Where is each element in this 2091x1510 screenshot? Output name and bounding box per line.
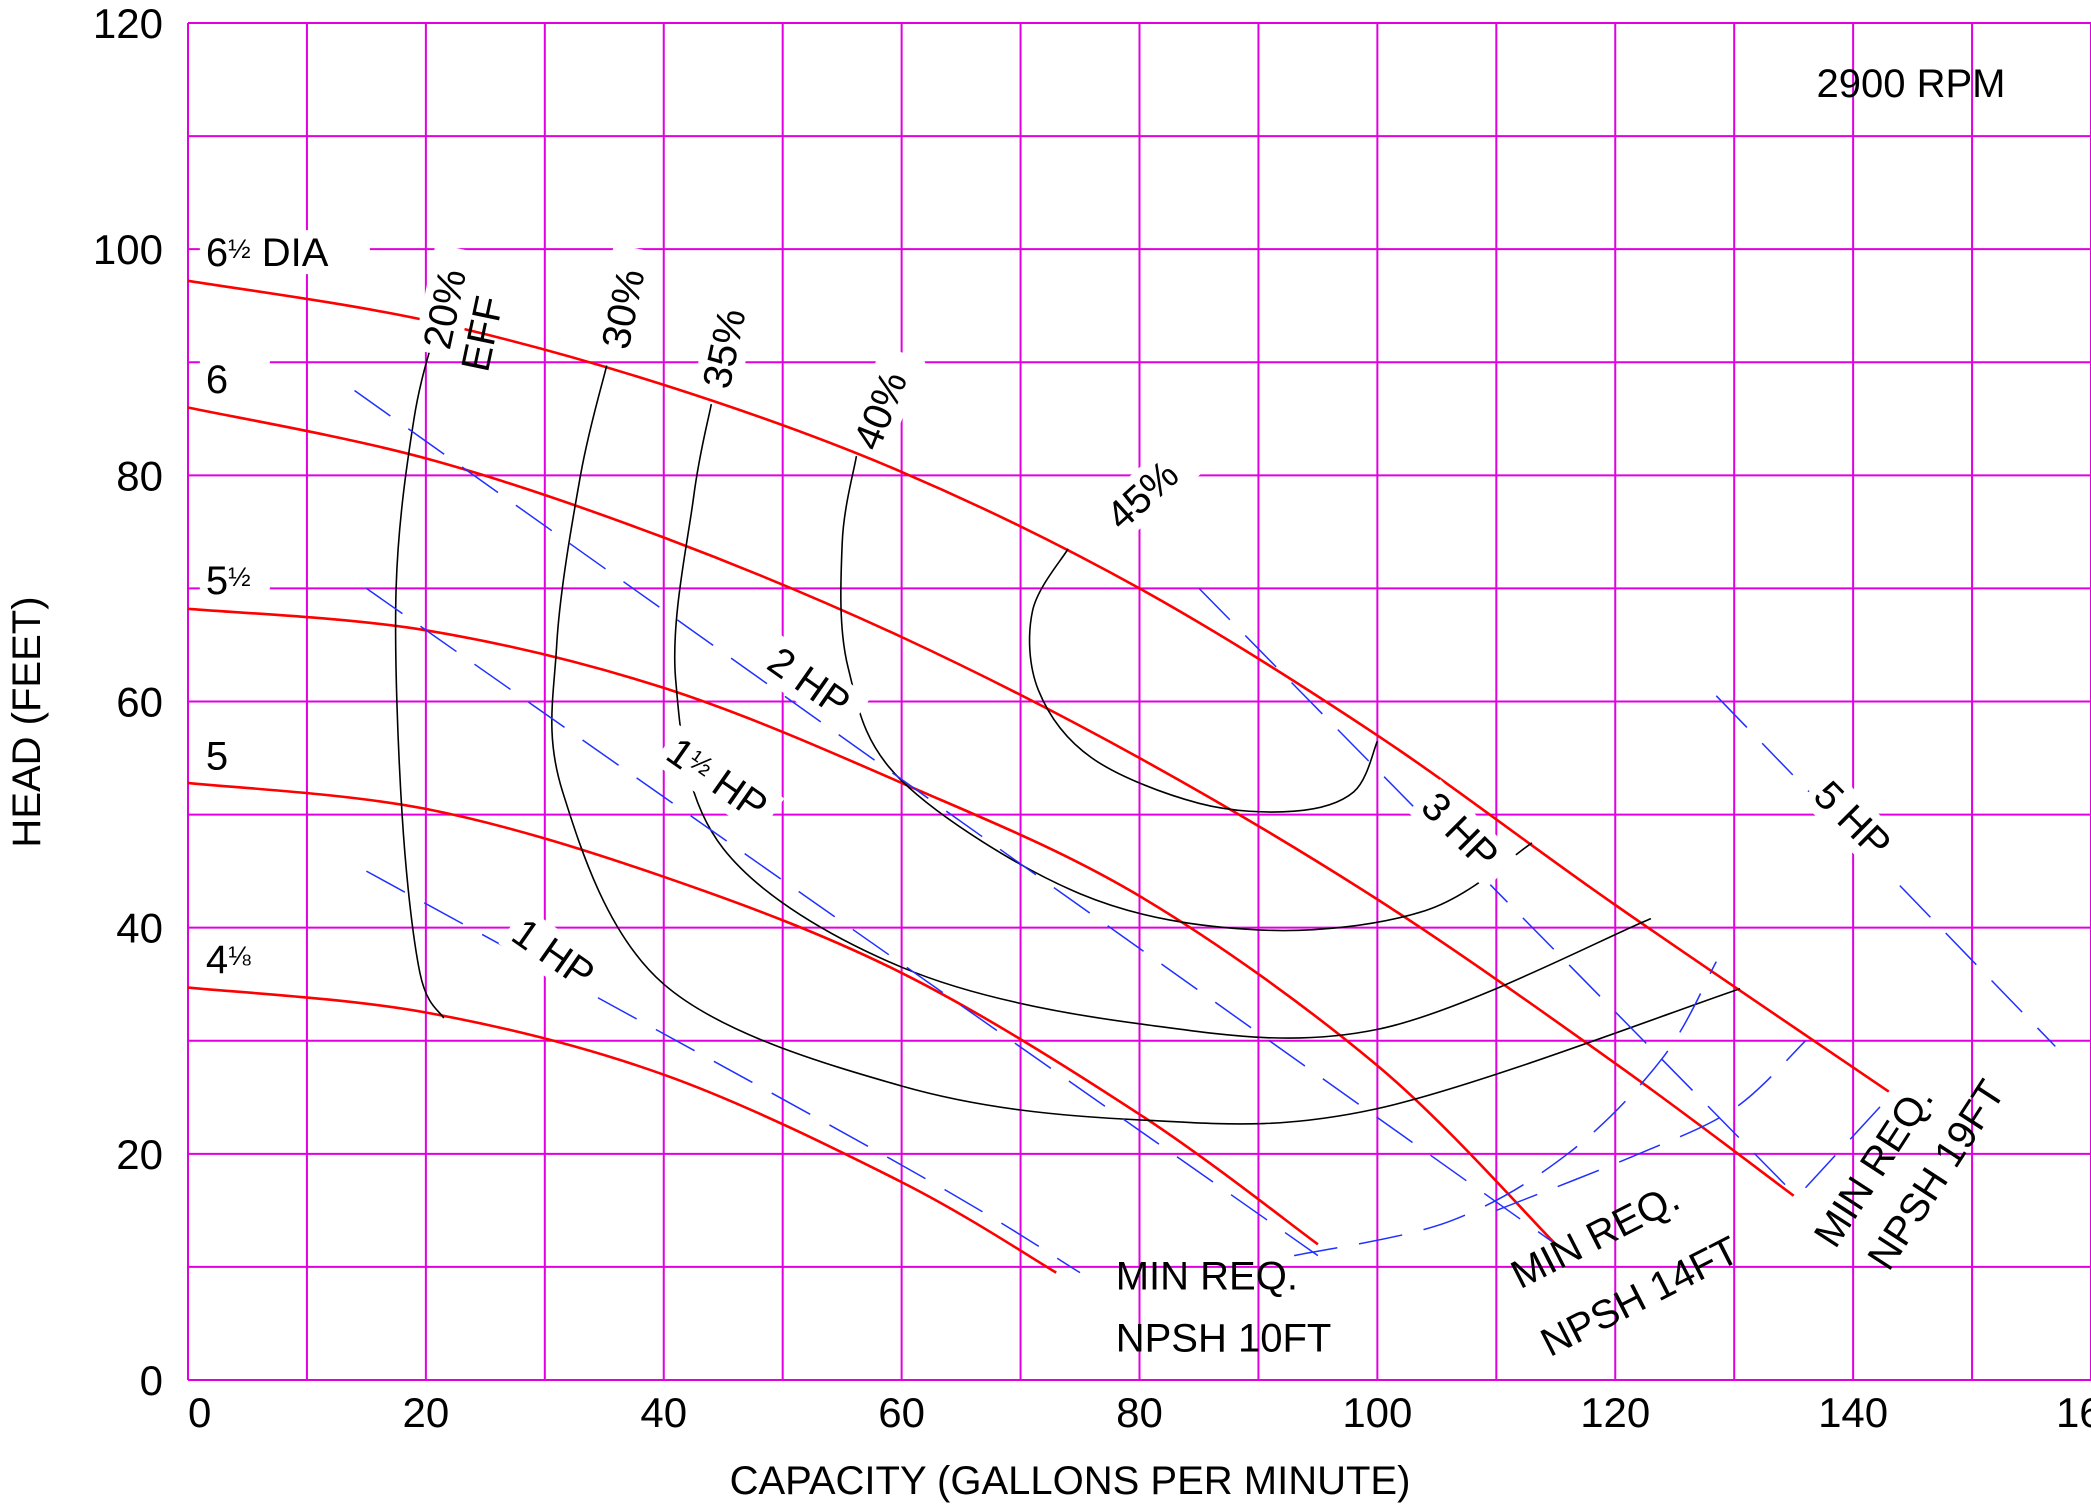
npsh-line-min-req-npsh-14ft [1496, 1040, 1807, 1212]
x-tick-label-60: 60 [878, 1389, 925, 1436]
y-tick-label-100: 100 [93, 226, 163, 273]
impeller-curve-6-1 [187, 406, 1795, 1197]
x-tick-label-140: 140 [1818, 1389, 1888, 1436]
impeller-curve-5-3-label-bg [199, 733, 270, 778]
x-tick-label-160: 160 [2056, 1389, 2091, 1436]
y-tick-label-120: 120 [93, 0, 163, 47]
impeller-curve-6-1-label: 6 [206, 358, 228, 402]
impeller-curve-6-frac-0-label-suffix: DIA [251, 231, 329, 275]
y-tick-label-20: 20 [116, 1131, 163, 1178]
efficiency-curve-35-label: 35% [695, 305, 755, 392]
impeller-curve-6-frac-0-label-value: 6 [206, 231, 228, 275]
y-tick-label-40: 40 [116, 905, 163, 952]
y-axis-title: HEAD (FEET) [5, 596, 49, 847]
horsepower-lines [354, 389, 2056, 1274]
impeller-curve-5-frac-2-label-fraction: ½ [228, 562, 251, 592]
x-axis-title: CAPACITY (GALLONS PER MINUTE) [730, 1459, 1411, 1503]
impeller-curve-6-1-label-bg [199, 356, 270, 401]
efficiency-curve-30-label-bg [591, 243, 660, 359]
impeller-curve-5-frac-2-label: 5½ [206, 559, 251, 603]
x-tick-label-0: 0 [188, 1389, 211, 1436]
efficiency-curve-45-label-bg [1093, 436, 1205, 544]
efficiency-curve-30 [551, 365, 1741, 1125]
x-tick-label-40: 40 [640, 1389, 687, 1436]
x-tick-label-20: 20 [403, 1389, 450, 1436]
annotation-npsh10-line2: NPSH 10FT [1116, 1317, 1332, 1361]
hp-line-5-hp-label-bg [1800, 767, 1911, 879]
impeller-curve-4-frac-4-label: 4⅛ [206, 938, 251, 982]
y-tick-label-60: 60 [116, 679, 163, 726]
impeller-curve-4-frac-4 [187, 986, 1057, 1274]
efficiency-curve-45 [1028, 548, 1379, 813]
impeller-curve-6-frac-0 [187, 279, 1890, 1093]
impeller-curves [187, 279, 1890, 1274]
efficiency-curve-40-label-bg [842, 344, 926, 463]
rpm-label: 2900 RPM [1817, 62, 2006, 106]
y-tick-label-80: 80 [116, 452, 163, 499]
hp-line-1-hp-label-bg [498, 906, 615, 1007]
impeller-curve-5-frac-2-label-bg [199, 558, 270, 603]
hp-line-1-half-hp-label-bg [653, 725, 785, 837]
x-tick-label-100: 100 [1342, 1389, 1412, 1436]
efficiency-curve-30-label-value: 30% [594, 265, 654, 352]
x-tick-label-80: 80 [1116, 1389, 1163, 1436]
efficiency-curves [394, 322, 1741, 1125]
efficiency-curve-35 [673, 403, 1652, 1039]
hp-line-5-hp [1715, 695, 2056, 1047]
efficiency-curve-20 [394, 322, 445, 1019]
npsh-line-min-req-npsh-10ft [1293, 961, 1717, 1257]
efficiency-curve-20-label-bg [413, 243, 481, 359]
impeller-curve-5-3-label-value: 5 [206, 734, 228, 778]
impeller-curve-6-frac-0-label: 6½ DIA [206, 231, 329, 275]
efficiency-curve-30-label: 30% [594, 265, 654, 352]
annotation-npsh10-line1: MIN REQ. [1116, 1255, 1298, 1299]
hp-line-2-hp-label-bg [754, 634, 871, 736]
impeller-curve-5-frac-2-label-value: 5 [206, 559, 228, 603]
x-tick-label-120: 120 [1580, 1389, 1650, 1436]
efficiency-curve-35-label-bg [692, 283, 761, 399]
impeller-curve-4-frac-4-label-fraction: ⅛ [228, 941, 251, 971]
impeller-curve-4-frac-4-label-value: 4 [206, 938, 228, 982]
impeller-curve-5-3 [187, 781, 1319, 1246]
hp-line-3-hp-label-bg [1407, 779, 1518, 890]
npsh-line-min-req-npsh-19ft [1804, 1096, 1890, 1189]
chart-axes: 0 20 40 60 80 100 120 140 160 0 20 40 60 80 100 120 [93, 0, 2091, 1436]
impeller-curve-4-frac-4-label-bg [199, 936, 270, 981]
impeller-curve-6-frac-0-label-fraction: ½ [228, 234, 251, 264]
efficiency-curve-35-label-value: 35% [695, 305, 755, 392]
chart-grid [187, 22, 2091, 1381]
impeller-curve-6-1-label-value: 6 [206, 358, 228, 402]
hp-line-2-hp [354, 389, 1557, 1245]
hp-line-3-hp [1198, 587, 1795, 1194]
hp-line-1-hp [366, 870, 1081, 1274]
y-tick-label-0: 0 [140, 1357, 163, 1404]
efficiency-curve-40 [840, 455, 1533, 932]
npsh-lines [1293, 961, 1890, 1257]
impeller-curve-5-3-label: 5 [206, 734, 228, 778]
impeller-curve-6-frac-0-label-bg [199, 230, 370, 275]
